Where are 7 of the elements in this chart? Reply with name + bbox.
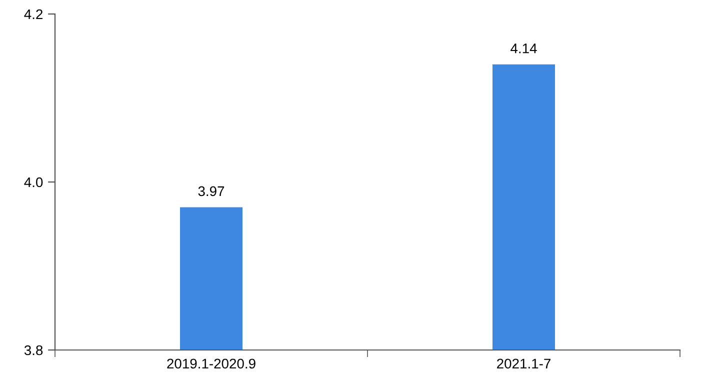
x-tick-label: 2021.1-7 (497, 358, 550, 369)
y-tick-label: 4.0 (24, 177, 43, 188)
x-tick-label: 2019.1-2020.9 (167, 358, 256, 369)
data-label: 3.97 (198, 186, 224, 196)
y-tick-label: 3.8 (24, 345, 43, 356)
data-label: 4.14 (510, 44, 537, 54)
y-tick-label: 4.2 (24, 9, 42, 20)
